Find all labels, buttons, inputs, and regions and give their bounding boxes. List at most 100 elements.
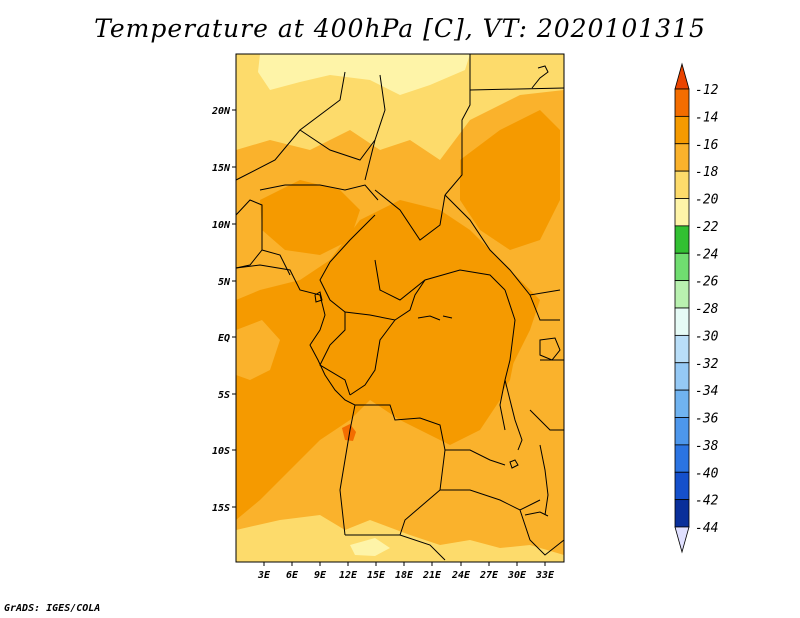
colorbar-label: -40: [695, 466, 719, 481]
border-north-4: [469, 87, 565, 91]
border-lake-1: [504, 379, 523, 451]
border-sudan: [444, 194, 561, 296]
field-light-patch-west: [236, 320, 280, 380]
lake-detail-1: [417, 315, 453, 321]
colorbar-segment: [674, 88, 690, 117]
x-tick-label: 9E: [314, 570, 327, 581]
colorbar-segment: [674, 307, 690, 336]
colorbar-segment: [674, 280, 690, 309]
y-tick-label: 10S: [212, 446, 230, 457]
colorbar-segment: [674, 143, 690, 172]
lake-detail-4: [314, 291, 323, 303]
colorbar-label: -44: [695, 521, 718, 536]
border-drc-north: [344, 279, 426, 321]
lake-detail-3: [524, 511, 549, 517]
colorbar: -12 -14 -16 -18 -20 -22 -24 -26 -28 -30 -32 -34 -36 -…: [674, 62, 719, 554]
border-congo: [319, 312, 351, 396]
x-tick-label: 21E: [422, 570, 442, 581]
colorbar-segment: [674, 499, 690, 528]
x-tick-label: 3E: [257, 570, 271, 581]
colorbar-segment: [674, 389, 690, 418]
field-pale-south: [350, 538, 390, 556]
colorbar-segment: [674, 417, 690, 446]
border-angola-zambia: [399, 449, 446, 536]
colorbar-label: -34: [695, 384, 718, 399]
colorbar-label: -32: [695, 357, 719, 372]
border-south: [345, 534, 446, 561]
field-light-south: [236, 515, 564, 562]
colorbar-label: -28: [695, 302, 719, 317]
colorbar-segment: [674, 471, 690, 501]
colorbar-segment: [674, 444, 690, 473]
credit-text: GrADS: IGES/COLA: [4, 603, 101, 614]
border-west-1: [235, 199, 263, 269]
colorbar-segment: [674, 334, 690, 364]
border-drc-east: [499, 289, 516, 431]
colorbar-label: -12: [695, 83, 719, 98]
y-tick-label: EQ: [218, 333, 230, 344]
field-light-patch-east: [490, 410, 564, 525]
border-congo-drc: [349, 319, 396, 396]
field-orange-eastcentral: [420, 270, 520, 420]
x-tick-label: 18E: [395, 570, 414, 581]
colorbar-label: -36: [695, 412, 719, 427]
border-west-2: [261, 249, 291, 276]
x-tick-label: 6E: [286, 570, 299, 581]
colorbar-label: -14: [695, 110, 718, 125]
x-tick-label: 24E: [451, 570, 471, 581]
y-tick-label: 10N: [212, 220, 231, 231]
x-tick-label: 30E: [507, 570, 527, 581]
border-chad-niger: [299, 129, 376, 161]
border-southeast: [519, 509, 565, 556]
colorbar-label: -38: [695, 439, 719, 454]
colorbar-segment: [674, 225, 690, 254]
x-tick-label: 27E: [479, 570, 499, 581]
colorbar-label: -18: [695, 165, 719, 180]
colorbar-segment: [674, 170, 690, 199]
field-light-north: [236, 54, 564, 160]
colorbar-label: -16: [695, 138, 719, 153]
colorbar-label: -24: [695, 247, 718, 262]
x-tick-label: 33E: [535, 570, 555, 581]
border-drc-south: [355, 404, 506, 466]
colorbar-segment: [674, 252, 690, 282]
field-pale-northwest: [258, 54, 470, 95]
border-east-1: [529, 294, 560, 321]
chart-title: Temperature at 400hPa [C], VT: 202010131…: [94, 14, 706, 43]
y-tick-label: 15N: [212, 163, 231, 174]
colorbar-segment: [674, 115, 690, 145]
y-tick-label: 20N: [211, 106, 231, 117]
border-north-2: [364, 74, 386, 181]
colorbar-label: -26: [695, 275, 719, 290]
colorbar-label: -20: [695, 193, 719, 208]
coast-detail-ne: [531, 65, 549, 89]
lake-victoria: [539, 337, 561, 361]
x-tick-label: 12E: [339, 570, 358, 581]
border-east-3: [529, 409, 564, 431]
colorbar-label: -42: [695, 494, 719, 509]
border-lake-2: [539, 444, 549, 516]
colorbar-segment: [674, 362, 690, 391]
y-tick-label: 5N: [218, 277, 231, 288]
country-borders: [235, 54, 565, 561]
border-nigeria: [259, 184, 379, 201]
colorbar-label: -30: [695, 329, 719, 344]
border-chad-nigeria: [374, 189, 446, 241]
y-tick-label: 15S: [212, 503, 230, 514]
x-axis: 3E 6E 9E 12E 15E 18E 21E 24E 27E 30E 33E: [257, 562, 555, 581]
border-zambia: [440, 489, 541, 511]
colorbar-label: -22: [695, 220, 719, 235]
colorbar-under-triangle: [674, 526, 690, 554]
field-orange-northeast: [460, 110, 560, 250]
y-tick-label: 5S: [218, 390, 230, 401]
border-north-3: [444, 54, 471, 196]
map-frame: [235, 53, 565, 563]
field-warm-spot: [342, 424, 356, 441]
field-light-patch-southcentral: [360, 430, 440, 500]
colorbar-over-triangle: [674, 62, 690, 90]
x-tick-label: 15E: [367, 570, 386, 581]
lake-detail-2: [509, 459, 519, 469]
field-orange-northwest: [260, 180, 360, 255]
map-panel: [235, 53, 565, 563]
